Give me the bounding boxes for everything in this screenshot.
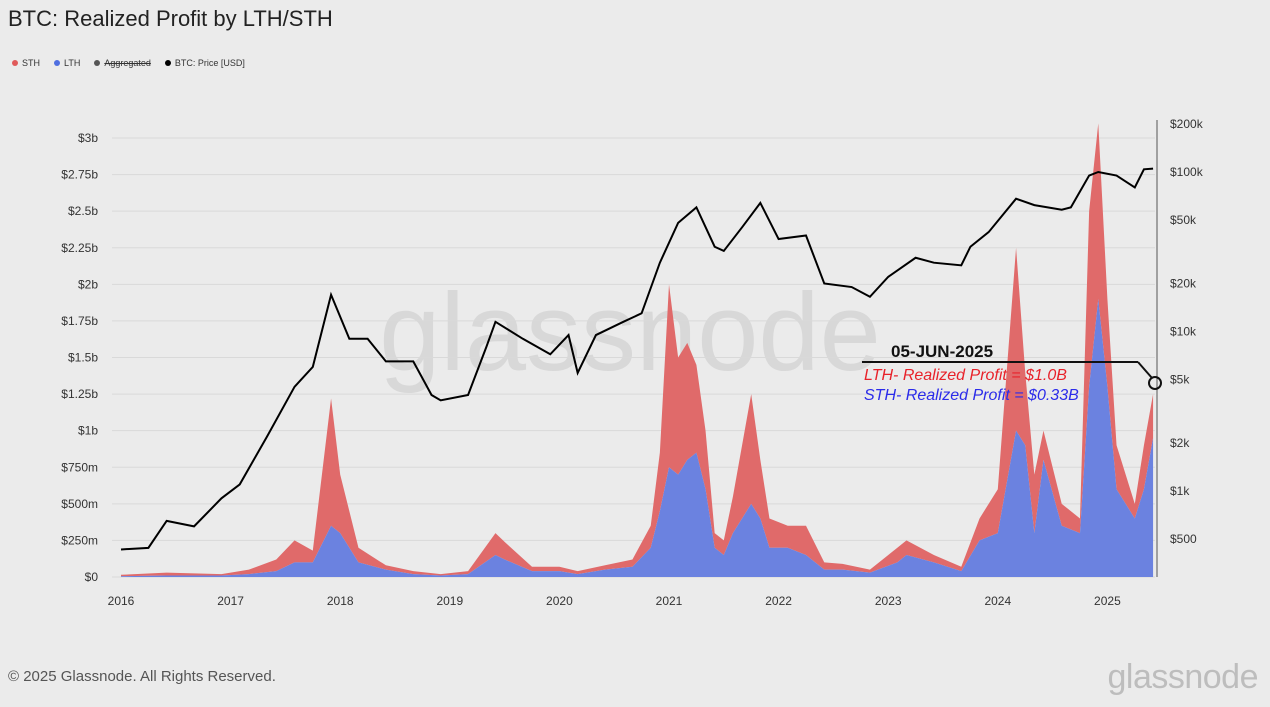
left-tick-label: $2b — [78, 277, 98, 291]
price-dot-icon — [164, 60, 171, 66]
left-tick-label: $2.5b — [68, 204, 98, 218]
legend-item-sth[interactable]: STH — [12, 58, 40, 68]
left-tick-label: $500m — [61, 497, 98, 511]
right-tick-label: $5k — [1170, 373, 1190, 387]
x-tick-label: 2024 — [984, 594, 1011, 608]
right-tick-label: $10k — [1170, 325, 1197, 339]
lth-area — [121, 298, 1154, 577]
x-tick-label: 2021 — [656, 594, 683, 608]
right-tick-label: $200k — [1170, 117, 1204, 131]
left-tick-label: $750m — [61, 460, 98, 474]
left-tick-label: $1.25b — [61, 387, 98, 401]
annotation-pointer — [1137, 361, 1153, 379]
legend-label: Aggregated — [104, 58, 151, 68]
legend-label: BTC: Price [USD] — [174, 58, 245, 68]
annotation-lth: LTH- Realized Profit = $1.0B — [864, 367, 1067, 384]
x-tick-label: 2019 — [436, 594, 463, 608]
right-tick-label: $20k — [1170, 276, 1197, 290]
legend-item-aggregated[interactable]: Aggregated — [94, 58, 151, 68]
legend-label: LTH — [64, 58, 81, 68]
right-tick-label: $500 — [1170, 532, 1197, 546]
annotation: 05-JUN-2025 LTH- Realized Profit = $1.0B… — [862, 342, 1162, 404]
left-tick-label: $250m — [61, 533, 98, 547]
legend-item-price[interactable]: BTC: Price [USD] — [164, 58, 245, 68]
left-tick-label: $0 — [85, 570, 99, 584]
x-tick-label: 2018 — [327, 594, 354, 608]
chart-title: BTC: Realized Profit by LTH/STH — [8, 6, 333, 31]
legend-label: STH — [22, 58, 40, 68]
right-tick-label: $1k — [1170, 484, 1190, 498]
glassnode-logo: glassnode — [1107, 658, 1258, 696]
left-tick-label: $1.75b — [61, 314, 98, 328]
sth-dot-icon — [12, 60, 18, 66]
x-tick-label: 2017 — [217, 594, 244, 608]
left-tick-label: $2.25b — [61, 241, 98, 255]
legend: STH LTH Aggregated BTC: Price [USD] — [12, 58, 245, 68]
annotation-marker — [1148, 376, 1162, 390]
annotation-date: 05-JUN-2025 — [891, 342, 993, 361]
watermark: glassnode — [379, 271, 881, 394]
aggregated-dot-icon — [94, 60, 101, 66]
right-tick-label: $50k — [1170, 213, 1197, 227]
annotation-sth: STH- Realized Profit = $0.33B — [864, 387, 1079, 404]
price-line — [120, 167, 1154, 551]
x-tick-label: 2020 — [546, 594, 573, 608]
x-tick-label: 2022 — [765, 594, 792, 608]
lth-dot-icon — [54, 60, 60, 66]
copyright: © 2025 Glassnode. All Rights Reserved. — [8, 668, 276, 685]
x-tick-label: 2025 — [1094, 594, 1121, 608]
right-tick-label: $100k — [1170, 165, 1204, 179]
left-tick-label: $3b — [78, 131, 98, 145]
left-tick-label: $2.75b — [61, 168, 98, 182]
left-tick-label: $1b — [78, 424, 98, 438]
right-tick-label: $2k — [1170, 436, 1190, 450]
legend-item-lth[interactable]: LTH — [54, 58, 80, 68]
x-tick-label: 2016 — [108, 594, 135, 608]
x-tick-label: 2023 — [875, 594, 902, 608]
left-tick-label: $1.5b — [68, 351, 98, 365]
